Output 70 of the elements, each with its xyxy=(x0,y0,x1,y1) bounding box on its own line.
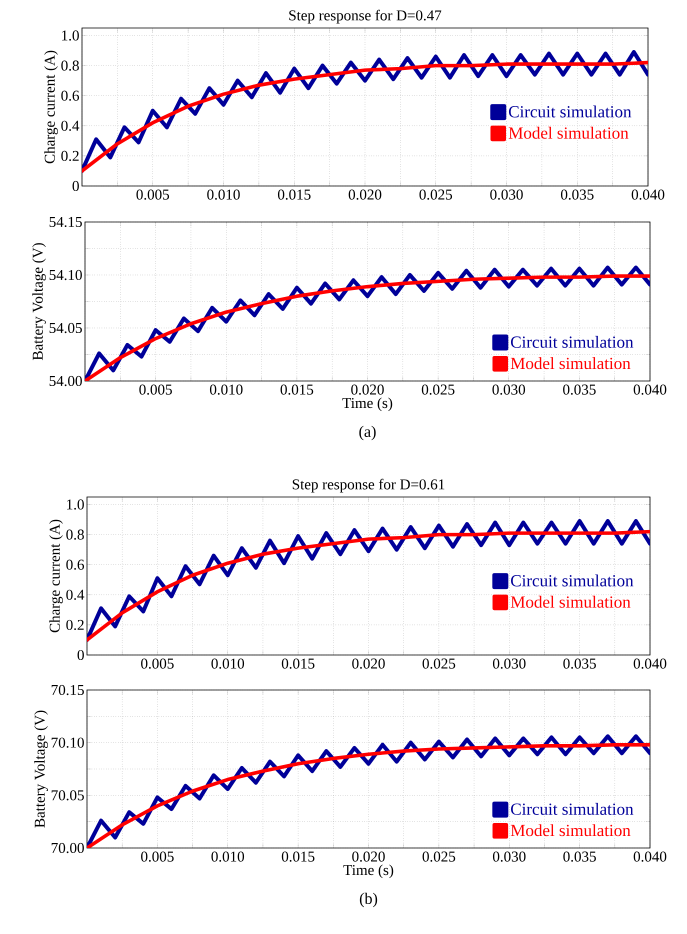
y-tick-label: 70.15 xyxy=(52,684,84,696)
x-tick-label: 0.030 xyxy=(490,190,523,200)
x-tick-label: 0.020 xyxy=(348,190,382,200)
x-tick-label: 0.025 xyxy=(422,658,456,669)
y-tick-label: 0.8 xyxy=(61,60,79,71)
y-tick-label: 0 xyxy=(78,650,84,660)
x-tick-label: 0.010 xyxy=(207,190,240,200)
y-tick-label: 0 xyxy=(72,180,79,192)
x-tick-label: 0.025 xyxy=(419,190,452,200)
x-tick-label: 0.005 xyxy=(141,658,174,669)
y-axis-title: Charge current (A) xyxy=(49,520,63,632)
chart-title: Step response for D=0.61 xyxy=(292,478,444,492)
chart-title: Step response for D=0.47 xyxy=(289,10,442,24)
y-tick-label: 0.6 xyxy=(66,560,84,570)
x-tick-label: 0.005 xyxy=(141,852,174,862)
x-tick-label: 0.015 xyxy=(282,658,314,669)
y-tick-label: 0.4 xyxy=(61,120,80,131)
y-tick-label: 54.05 xyxy=(50,322,82,334)
x-tick-label: 0.015 xyxy=(278,190,311,200)
x-tick-label: 0.030 xyxy=(492,852,526,862)
y-axis-title: Battery Voltage (V) xyxy=(34,710,48,828)
x-tick-label: 0.040 xyxy=(632,190,664,200)
x-tick-label: 0.020 xyxy=(352,658,385,669)
x-tick-label: 0.020 xyxy=(351,384,384,395)
x-tick-label: 0.015 xyxy=(280,384,314,395)
y-tick-label: 54.10 xyxy=(50,270,82,280)
x-tick-label: 0.015 xyxy=(282,852,314,862)
y-tick-label: 70.00 xyxy=(52,842,84,854)
legend-label: Model simulation xyxy=(510,357,630,370)
x-tick-label: 0.005 xyxy=(139,384,172,395)
x-tick-label: 0.010 xyxy=(211,852,244,862)
x-tick-label: 0.030 xyxy=(492,384,526,395)
x-axis-title: Time (s) xyxy=(342,398,392,412)
y-tick-label: 1.0 xyxy=(62,30,79,41)
legend-label: Circuit simulation xyxy=(508,106,632,118)
legend-label: Circuit simulation xyxy=(511,574,634,586)
x-tick-label: 0.040 xyxy=(634,658,666,669)
y-axis-title: Charge current (A) xyxy=(44,50,58,164)
y-tick-label: 1.0 xyxy=(67,499,84,510)
x-tick-label: 0.035 xyxy=(563,384,596,395)
x-tick-label: 0.040 xyxy=(634,852,666,862)
x-tick-label: 0.040 xyxy=(634,384,666,395)
x-axis-title: Time (s) xyxy=(343,864,394,878)
y-tick-label: 54.15 xyxy=(50,216,82,228)
x-tick-label: 0.010 xyxy=(210,384,243,395)
text: (a) xyxy=(359,426,376,440)
y-axis-title: Battery Voltage (V) xyxy=(32,243,46,360)
x-tick-label: 0.025 xyxy=(422,852,456,862)
legend-label: Model simulation xyxy=(508,126,628,139)
x-tick-label: 0.035 xyxy=(563,852,596,862)
legend-label: Model simulation xyxy=(510,596,630,608)
x-tick-label: 0.020 xyxy=(352,852,385,862)
x-tick-label: 0.035 xyxy=(560,190,594,200)
y-tick-label: 70.10 xyxy=(52,738,84,748)
y-tick-label: 70.05 xyxy=(52,790,84,800)
x-tick-label: 0.005 xyxy=(136,190,170,200)
legend-label: Circuit simulation xyxy=(510,336,634,348)
legend-label: Circuit simulation xyxy=(511,802,634,815)
y-tick-label: 0.4 xyxy=(66,590,84,600)
y-tick-label: 0.6 xyxy=(61,90,80,101)
x-tick-label: 0.010 xyxy=(211,658,244,669)
y-tick-label: 0.2 xyxy=(66,620,84,630)
y-tick-label: 0.8 xyxy=(66,530,84,540)
x-tick-label: 0.025 xyxy=(422,384,454,395)
x-tick-label: 0.030 xyxy=(492,658,526,669)
x-tick-label: 0.035 xyxy=(563,658,596,669)
y-tick-label: 0.2 xyxy=(61,150,79,161)
text: (b) xyxy=(360,892,378,908)
legend-label: Model simulation xyxy=(510,824,630,836)
y-tick-label: 54.00 xyxy=(50,376,82,386)
